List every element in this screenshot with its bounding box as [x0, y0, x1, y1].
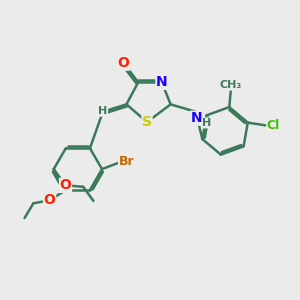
Text: O: O — [44, 194, 56, 207]
Text: Cl: Cl — [267, 119, 280, 132]
Text: H: H — [98, 106, 107, 116]
Text: N: N — [190, 111, 202, 125]
Text: O: O — [60, 178, 71, 192]
Text: S: S — [142, 115, 152, 129]
Text: H: H — [202, 118, 212, 128]
Text: CH₃: CH₃ — [220, 80, 242, 90]
Text: N: N — [156, 75, 168, 89]
Text: Br: Br — [118, 155, 134, 168]
Text: O: O — [118, 56, 129, 70]
